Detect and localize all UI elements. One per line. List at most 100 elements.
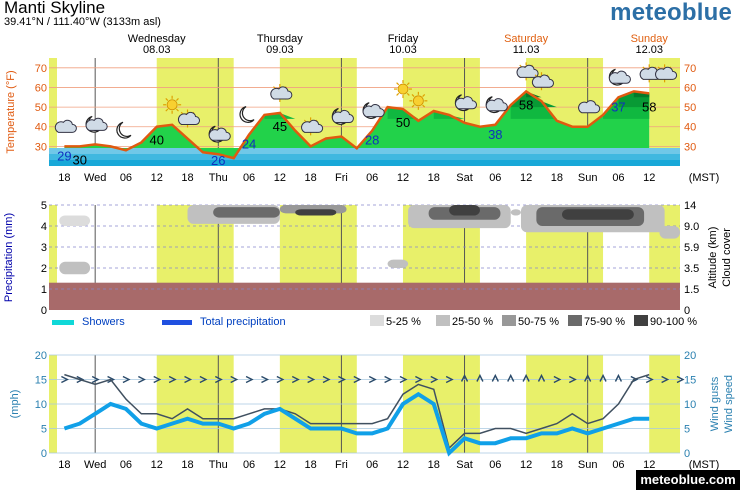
time-tick-label: Fri xyxy=(335,459,348,471)
moon-icon xyxy=(239,106,255,123)
wind-direction-arrow xyxy=(307,375,316,384)
sun-disc xyxy=(166,99,178,111)
time-tick-label: 06 xyxy=(243,459,255,471)
time-tick-label: 12 xyxy=(397,459,409,471)
temp-axis-label: Temperature (°F) xyxy=(5,70,17,153)
sun-ray xyxy=(406,92,410,96)
time-tick-label: 12 xyxy=(151,172,163,184)
wind-direction-arrow xyxy=(199,375,208,384)
wind-tick-left: 15 xyxy=(35,375,47,387)
day-date: 12.03 xyxy=(635,44,663,56)
time-tick-label: 06 xyxy=(612,172,624,184)
wind-tick-right: 0 xyxy=(684,448,690,460)
time-tick-label: 12 xyxy=(520,172,532,184)
temp-value-label: 38 xyxy=(488,127,502,142)
wind-direction-arrow xyxy=(430,375,439,384)
sun-icon xyxy=(409,91,428,110)
temp-value-label: 26 xyxy=(211,153,225,168)
timezone-label: (MST) xyxy=(689,172,720,184)
day-name: Saturday xyxy=(504,33,549,45)
time-tick-label: Wed xyxy=(84,459,106,471)
wind-direction-arrow xyxy=(645,375,654,384)
cloud-shape xyxy=(301,119,324,133)
cloud-moon-icon xyxy=(454,94,478,112)
sun-cloud-icon xyxy=(301,117,324,136)
time-tick-label: 12 xyxy=(397,172,409,184)
cloudcover-axis-label: Cloud cover xyxy=(721,228,733,287)
altitude-tick: 0 xyxy=(684,305,690,317)
freeze-band xyxy=(49,148,680,154)
wind-direction-arrow xyxy=(261,375,270,384)
time-tick-label: 18 xyxy=(305,172,317,184)
sun-ray xyxy=(175,97,179,101)
wind-tick-right: 10 xyxy=(684,399,696,411)
brand-logo[interactable]: meteoblue xyxy=(610,0,732,26)
cloud-shape xyxy=(454,96,478,110)
cloud-cover-blob xyxy=(59,215,91,226)
cloud-shape xyxy=(362,104,385,118)
moon-cloud-icon xyxy=(608,68,631,86)
wind-tick-right: 5 xyxy=(684,424,690,436)
temp-value-label: 28 xyxy=(365,133,379,148)
precip-tick: 2 xyxy=(41,263,47,275)
wind-direction-arrow xyxy=(122,375,131,384)
altitude-tick: 1.5 xyxy=(684,284,699,296)
footer-brand[interactable]: meteoblue.com xyxy=(636,470,740,490)
time-tick-label: 18 xyxy=(551,172,563,184)
time-tick-label: 12 xyxy=(151,459,163,471)
wind-direction-arrow xyxy=(61,375,69,384)
location-title: Manti Skyline xyxy=(4,0,106,17)
sun-ray xyxy=(422,94,426,98)
legend-label: Total precipitation xyxy=(200,316,286,328)
sun-ray xyxy=(165,108,169,112)
wind-direction-arrow xyxy=(537,373,546,382)
time-tick-label: 18 xyxy=(428,459,440,471)
altitude-axis-label: Altitude (km) xyxy=(707,227,719,289)
temperature-line xyxy=(64,89,650,160)
temp-tick-right: 70 xyxy=(684,63,696,75)
wind-direction-arrow xyxy=(661,375,670,384)
cloud-cover-blob xyxy=(213,207,280,218)
freeze-band xyxy=(49,154,680,160)
time-tick-label: 18 xyxy=(58,172,70,184)
time-tick-label: 12 xyxy=(643,172,655,184)
legend-label: Showers xyxy=(82,316,125,328)
cloud-shape xyxy=(485,98,508,112)
temp-tick-right: 50 xyxy=(684,102,696,114)
time-tick-label: Sat xyxy=(456,172,473,184)
precip-tick: 5 xyxy=(41,200,47,212)
cloud-shape xyxy=(531,74,554,88)
moon-shape xyxy=(239,106,255,123)
sun-cloud-icon xyxy=(177,109,201,128)
temp-tick-left: 70 xyxy=(35,63,47,75)
temp-tick-right: 60 xyxy=(684,82,696,94)
wind-tick-right: 20 xyxy=(684,350,696,362)
wind-gust-line xyxy=(64,373,650,450)
moon-shape xyxy=(116,121,132,139)
time-tick-label: 06 xyxy=(489,172,501,184)
wind-direction-arrow xyxy=(184,375,193,384)
sun-cloud-icon xyxy=(516,62,539,81)
time-tick-label: 06 xyxy=(120,459,132,471)
day-name: Sunday xyxy=(631,33,669,45)
sun-disc xyxy=(412,95,424,107)
wind-direction-arrow xyxy=(322,375,331,384)
wind-speed-axis-label: Wind speed xyxy=(723,375,735,433)
wind-tick-left: 20 xyxy=(35,350,47,362)
sun-ray xyxy=(411,94,415,98)
rain-band xyxy=(49,282,680,310)
wind-direction-arrow xyxy=(676,375,685,384)
sun-icon xyxy=(163,95,182,114)
time-tick-label: Thu xyxy=(209,459,228,471)
cloud-shape xyxy=(655,66,678,80)
temp-area xyxy=(64,91,650,159)
precip-axis-label: Precipitation (mm) xyxy=(3,213,15,302)
sun-ray xyxy=(411,104,415,108)
showers-swatch xyxy=(52,320,74,325)
sun-cloud-icon xyxy=(655,64,678,83)
